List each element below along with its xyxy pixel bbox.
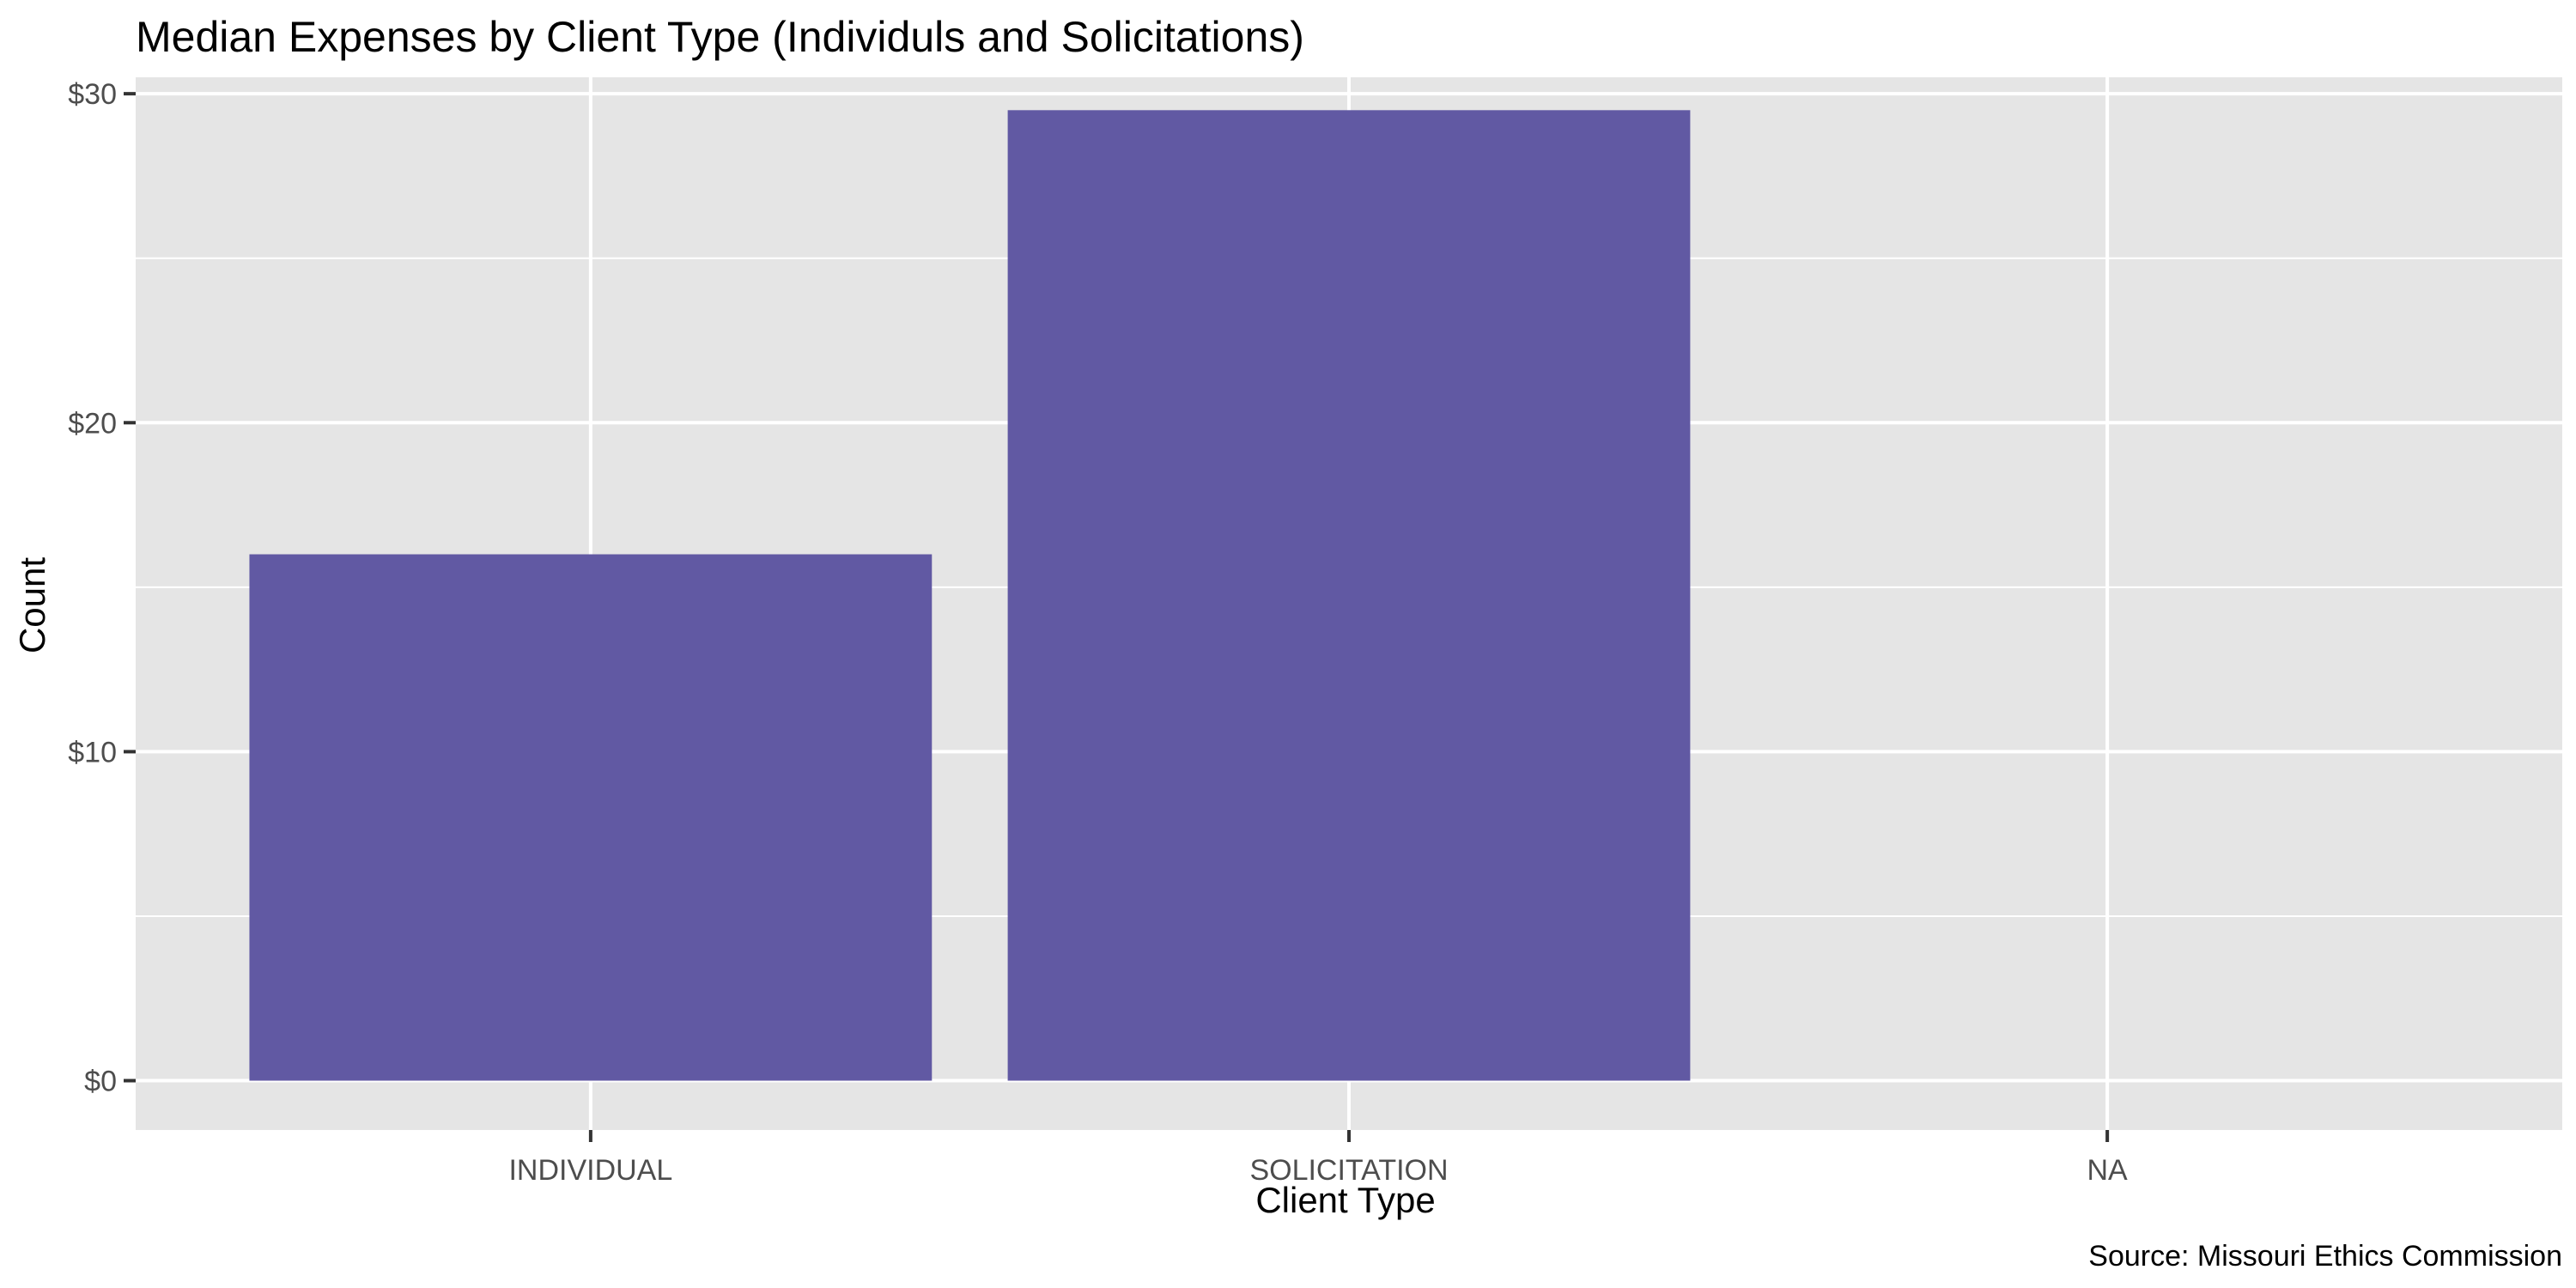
y-tick-label: $30	[68, 78, 117, 111]
axis-layer: $0 $10 $20 $30 INDIVIDUAL SOLICITATION NA	[68, 78, 2128, 1187]
x-axis-title: Client Type	[1255, 1180, 1435, 1220]
x-tick-label: INDIVIDUAL	[508, 1154, 672, 1187]
x-tick-label: NA	[2087, 1154, 2129, 1187]
y-axis-title: Count	[12, 557, 52, 653]
chart-caption: Source: Missouri Ethics Commission	[2088, 1240, 2562, 1273]
chart-title: Median Expenses by Client Type (Individu…	[136, 13, 1304, 61]
y-tick-label: $10	[68, 736, 117, 769]
bar-layer	[249, 110, 1691, 1081]
bar-individual	[249, 554, 933, 1081]
x-tick-label: SOLICITATION	[1249, 1154, 1448, 1187]
bar-solicitation	[1007, 110, 1691, 1081]
y-tick-label: $20	[68, 407, 117, 440]
y-tick-label: $0	[84, 1066, 117, 1098]
